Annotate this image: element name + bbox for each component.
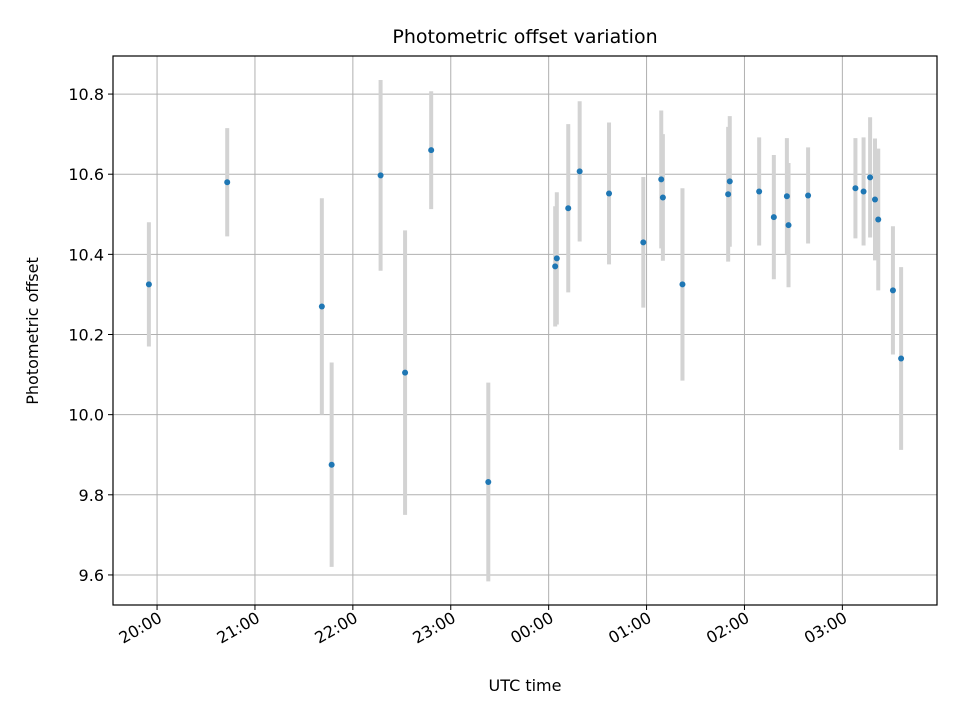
data-point [606, 190, 613, 197]
data-point [658, 176, 665, 183]
data-point [402, 369, 409, 376]
data-point [785, 222, 792, 229]
data-point [889, 287, 896, 294]
chart-title: Photometric offset variation [392, 26, 657, 48]
data-point [576, 168, 583, 175]
data-point [852, 185, 859, 192]
data-point [898, 355, 905, 362]
data-points [145, 147, 905, 485]
grid [113, 56, 937, 605]
data-point [318, 303, 325, 310]
data-point [659, 194, 666, 201]
data-point [565, 205, 572, 212]
data-point [860, 188, 867, 195]
data-point [145, 281, 152, 288]
y-tick-label: 10.8 [68, 85, 104, 104]
data-point [428, 147, 435, 154]
data-point [726, 178, 733, 185]
data-point [553, 255, 560, 262]
data-point [377, 172, 384, 179]
y-tick-label: 10.4 [68, 245, 104, 264]
data-point [679, 281, 686, 288]
data-point [867, 174, 874, 181]
data-point [875, 216, 882, 223]
y-axis-title: Photometric offset [23, 257, 42, 405]
x-axis-title: UTC time [489, 676, 562, 695]
data-point [756, 188, 763, 195]
data-point [552, 263, 559, 270]
y-tick-label: 10.6 [68, 165, 104, 184]
y-tick-label: 9.6 [79, 566, 104, 585]
data-point [770, 214, 777, 221]
y-tick-label: 9.8 [79, 486, 104, 505]
data-point [224, 179, 231, 186]
data-point [485, 478, 492, 485]
data-point [328, 461, 335, 468]
y-tick-label: 10.0 [68, 406, 104, 425]
plot-frame [112, 55, 938, 606]
data-point [640, 239, 647, 246]
data-point [805, 192, 812, 199]
data-point [871, 196, 878, 203]
y-axis-ticks: 9.6 9.8 10.0 10.2 10.4 10.6 10.8 [68, 85, 113, 585]
y-tick-label: 10.2 [68, 326, 104, 345]
data-point [783, 193, 790, 200]
data-point [725, 191, 732, 198]
